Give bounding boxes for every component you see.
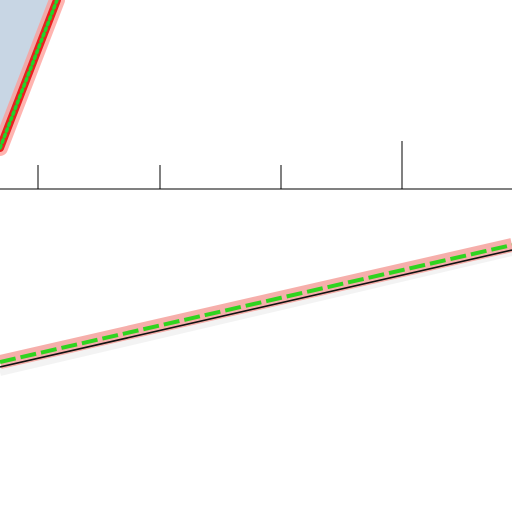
lower-route-dashed-overlay (0, 243, 512, 364)
lower-route[interactable] (0, 238, 512, 376)
lower-route-line[interactable] (0, 249, 512, 368)
upper-route-dotted-overlay (0, 0, 59, 150)
upper-route[interactable] (0, 0, 65, 156)
lower-route-shadow (0, 248, 512, 376)
horizontal-axis (0, 141, 512, 190)
